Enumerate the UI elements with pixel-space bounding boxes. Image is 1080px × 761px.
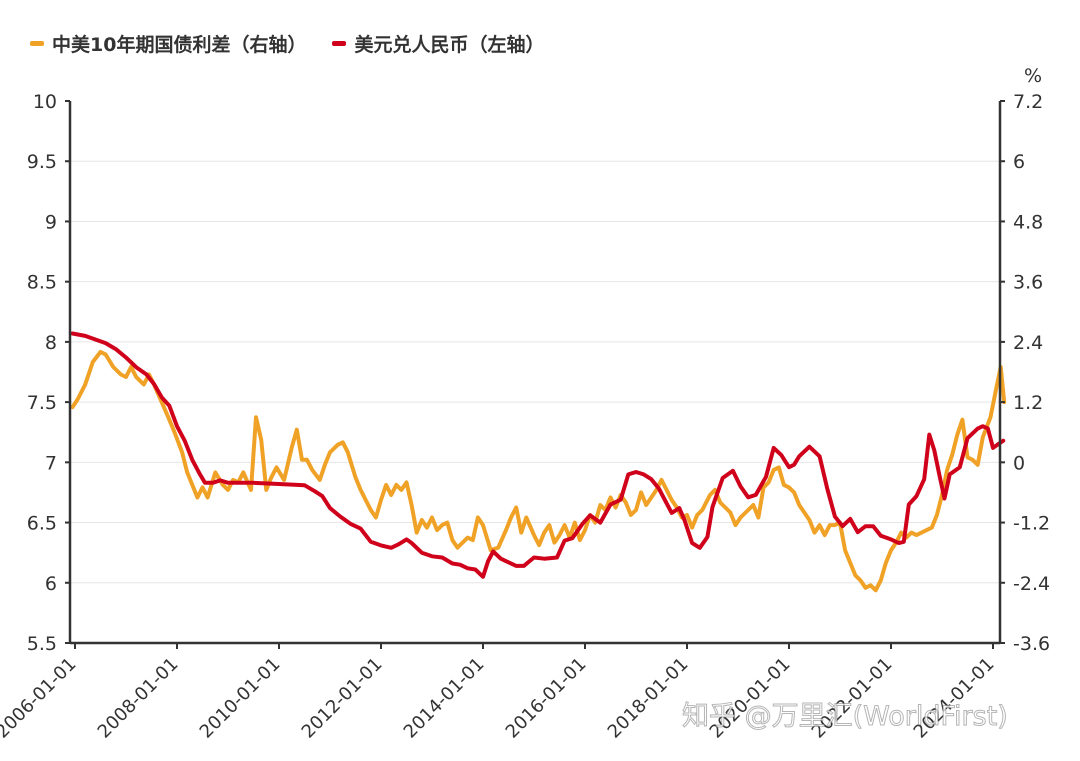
y-right-tick-label: 7.2 xyxy=(1013,91,1043,113)
y-right-tick-label: 6 xyxy=(1013,151,1025,173)
y-right-tick-label: -2.4 xyxy=(1013,573,1050,595)
x-tick-label: 2016-01-01 xyxy=(502,654,591,743)
x-tick-label: 2010-01-01 xyxy=(196,654,285,743)
watermark: 知乎 @万里汇(WorldFirst) xyxy=(682,701,1009,733)
legend-label-spread: 中美10年期国债利差（右轴） xyxy=(52,34,307,56)
x-tick-label: 2014-01-01 xyxy=(400,654,489,743)
x-tick-label: 2012-01-01 xyxy=(298,654,387,743)
y-left-tick-label: 7 xyxy=(45,452,57,474)
legend-swatch-spread xyxy=(30,41,44,46)
y-right-tick-label: 3.6 xyxy=(1013,272,1043,294)
x-tick-label: 2008-01-01 xyxy=(94,654,183,743)
series-line-spread xyxy=(70,349,1007,593)
y-left-tick-label: 9 xyxy=(45,211,57,233)
y-right-tick-label: 1.2 xyxy=(1013,392,1043,414)
chart-legend: 中美10年期国债利差（右轴） 美元兑人民币（左轴） xyxy=(30,30,570,57)
y-right-tick-label: 0 xyxy=(1013,452,1025,474)
y-left-tick-label: 8.5 xyxy=(27,272,57,294)
y-right-tick-label: -1.2 xyxy=(1013,513,1050,535)
y-left-tick-label: 6 xyxy=(45,573,57,595)
y-left-tick-label: 5.5 xyxy=(27,633,57,655)
legend-swatch-usdcny xyxy=(332,41,347,46)
legend-label-usdcny: 美元兑人民币（左轴） xyxy=(354,34,545,56)
y-left-tick-label: 7.5 xyxy=(27,392,57,414)
axes xyxy=(65,100,1005,649)
grid-lines xyxy=(70,160,1000,584)
y-right-tick-label: 2.4 xyxy=(1013,332,1043,354)
series-line-usdcny xyxy=(70,331,1006,579)
y-left-tick-label: 8 xyxy=(45,332,57,354)
y-left-tick-label: 9.5 xyxy=(27,151,57,173)
y-right-tick-label: 4.8 xyxy=(1013,211,1043,233)
y-axis-right-unit: % xyxy=(1024,65,1042,87)
y-left-tick-label: 10 xyxy=(33,91,57,113)
x-tick-label: 2006-01-01 xyxy=(0,654,81,743)
x-tick-label: 2018-01-01 xyxy=(604,654,693,743)
series-lines xyxy=(70,331,1007,593)
y-left-tick-label: 6.5 xyxy=(27,513,57,535)
legend-item-spread[interactable]: 中美10年期国债利差（右轴） xyxy=(30,30,306,57)
legend-item-usdcny[interactable]: 美元兑人民币（左轴） xyxy=(332,30,544,57)
y-axis-left-labels: 10 9.5 9 8.5 8 7.5 7 6.5 6 5.5 xyxy=(27,91,57,655)
y-axis-right-labels: 7.2 6 4.8 3.6 2.4 1.2 0 -1.2 -2.4 -3.6 xyxy=(1013,91,1050,655)
y-right-tick-label: -3.6 xyxy=(1013,633,1050,655)
